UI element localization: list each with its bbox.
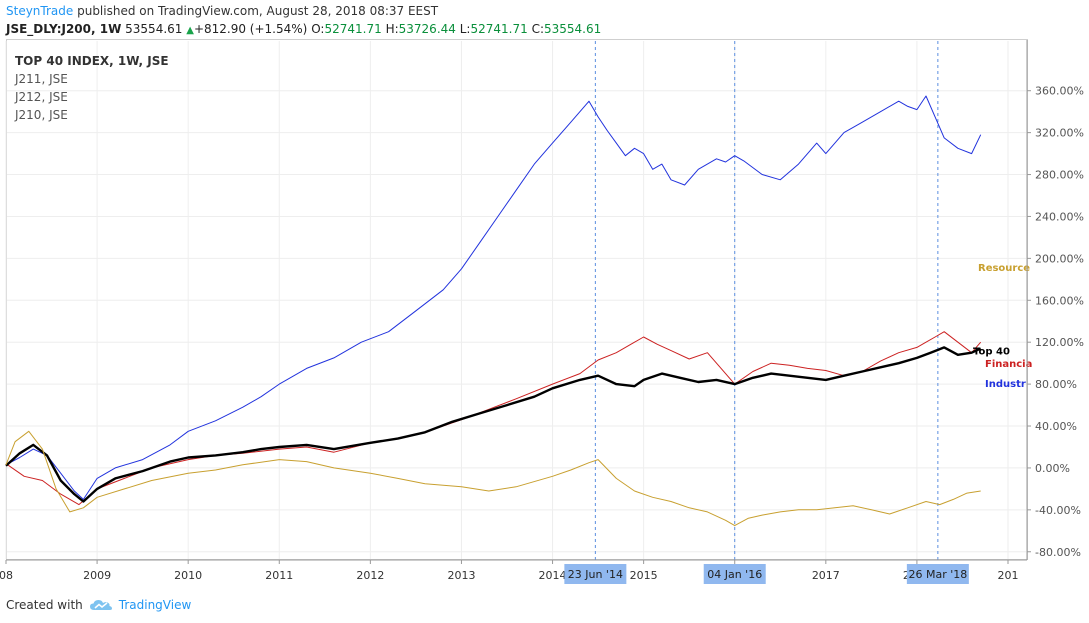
- up-arrow-icon: ▲: [186, 25, 194, 36]
- date-marker-label: 23 Jun '14: [568, 568, 623, 581]
- y-tick-label: 200.00%: [1035, 252, 1084, 265]
- series-line-resources: [5, 430, 981, 527]
- x-tick-label: 2017: [812, 569, 840, 582]
- x-tick-label: 2012: [356, 569, 384, 582]
- legend-main-symbol[interactable]: TOP 40 INDEX, 1W, JSE: [15, 54, 169, 68]
- publish-info: published on TradingView.com, August 28,…: [77, 4, 439, 18]
- y-tick-label: 360.00%: [1035, 85, 1084, 98]
- y-tick-label: 280.00%: [1035, 169, 1084, 182]
- series-end-label-top40: Top 40: [973, 347, 1010, 358]
- footer: Created with TradingView: [6, 598, 191, 612]
- y-tick-label: 0.00%: [1035, 462, 1070, 475]
- x-tick-label: 2010: [174, 569, 202, 582]
- x-tick-label: 08: [0, 569, 13, 582]
- low-label: L:: [459, 22, 471, 36]
- y-tick-label: 120.00%: [1035, 336, 1084, 349]
- series-end-label-resources: Resource: [978, 263, 1030, 274]
- x-tick-label: 201: [998, 569, 1019, 582]
- legend-item-j211[interactable]: J211, JSE: [15, 72, 68, 86]
- date-marker-box: [703, 564, 766, 584]
- series-line-industrials: [5, 95, 982, 500]
- x-tick-label: 2009: [83, 569, 111, 582]
- date-marker-label: 04 Jan '16: [707, 568, 762, 581]
- y-tick-label: 320.00%: [1035, 127, 1084, 140]
- tradingview-cloud-icon: [89, 600, 112, 610]
- x-tick-label: 2015: [630, 569, 658, 582]
- publish-header: SteynTrade published on TradingView.com,…: [6, 3, 438, 20]
- y-tick-label: 240.00%: [1035, 210, 1084, 223]
- y-tick-label: 160.00%: [1035, 294, 1084, 307]
- y-tick-label: 40.00%: [1035, 420, 1077, 433]
- created-with-text: Created with: [6, 598, 83, 612]
- low-value: 52741.71: [470, 22, 528, 36]
- series-line-financials: [5, 331, 982, 506]
- date-marker-box: [564, 564, 627, 584]
- series-line-top40: [5, 346, 982, 503]
- symbol-label: JSE_DLY:J200, 1W: [6, 22, 122, 36]
- x-tick-label: 2013: [447, 569, 475, 582]
- high-label: H:: [385, 22, 399, 36]
- close-value: 53554.61: [543, 22, 602, 36]
- open-label: O:: [311, 22, 325, 36]
- legend-item-j210[interactable]: J210, JSE: [15, 108, 68, 122]
- last-price: 53554.61: [125, 22, 183, 36]
- y-tick-label: -40.00%: [1035, 504, 1081, 517]
- high-value: 53726.44: [398, 22, 456, 36]
- x-tick-label: 2011: [265, 569, 293, 582]
- chart-legend: TOP 40 INDEX, 1W, JSE J211, JSE J212, JS…: [15, 52, 169, 124]
- series-end-label-industrials: Industr: [985, 379, 1026, 390]
- date-marker-label: 26 Mar '18: [908, 568, 967, 581]
- quote-line: JSE_DLY:J200, 1W 53554.61 ▲+812.90 (+1.5…: [6, 21, 601, 39]
- y-tick-label: -80.00%: [1035, 546, 1081, 559]
- price-change: +812.90 (+1.54%): [193, 22, 308, 36]
- y-tick-label: 80.00%: [1035, 378, 1077, 391]
- close-label: C:: [531, 22, 544, 36]
- date-marker-box: [906, 564, 969, 584]
- tradingview-link[interactable]: TradingView: [118, 598, 192, 612]
- x-tick-label: 2014: [539, 569, 567, 582]
- open-value: 52741.71: [324, 22, 382, 36]
- author-link[interactable]: SteynTrade: [6, 4, 74, 18]
- series-end-label-financials: Financia: [985, 359, 1032, 370]
- legend-item-j212[interactable]: J212, JSE: [15, 90, 68, 104]
